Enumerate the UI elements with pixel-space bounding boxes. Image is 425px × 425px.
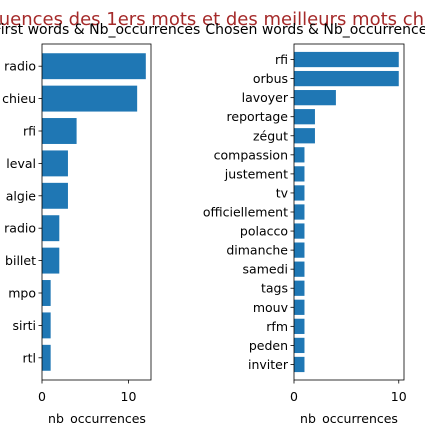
right-bar — [294, 318, 305, 334]
right-bar — [294, 185, 305, 201]
right-category-label: justement — [224, 166, 288, 181]
right-category-label: reportage — [227, 109, 289, 124]
right-bar — [294, 166, 305, 182]
right-x-tick-label: 0 — [290, 389, 298, 404]
right-bar — [294, 70, 399, 87]
figure-suptitle: Fréquences des 1ers mots et des meilleur… — [0, 9, 425, 30]
left-bar — [42, 280, 51, 306]
right-category-label: officiellement — [203, 205, 288, 220]
left-category-label: radio — [4, 221, 36, 236]
right-category-label: tags — [261, 281, 288, 296]
right-category-label: samedi — [243, 262, 288, 277]
right-category-label: dimanche — [226, 243, 288, 258]
left-category-label: rtl — [22, 350, 36, 365]
right-chart: Chosen words & Nb_occurrences rfi orbus la… — [203, 22, 425, 425]
left-category-label: rfi — [23, 124, 36, 139]
left-chart-xlabel: nb_occurrences — [48, 411, 146, 425]
left-chart-frame — [41, 43, 152, 381]
right-bar — [294, 280, 305, 296]
left-x-tick-label: 0 — [38, 389, 46, 404]
left-bar — [42, 344, 51, 371]
left-category-label: algie — [6, 188, 37, 203]
right-category-label: inviter — [248, 357, 289, 372]
left-bar — [42, 312, 51, 339]
right-chart-frame — [293, 43, 405, 381]
right-bar — [294, 299, 305, 315]
right-bar — [294, 147, 305, 163]
right-bar — [294, 223, 305, 239]
right-bar — [294, 356, 305, 373]
right-category-label: rfi — [275, 52, 288, 67]
left-bar — [42, 215, 60, 242]
right-category-label: lavoyer — [242, 90, 289, 105]
right-chart-bars — [294, 51, 399, 373]
right-bar — [294, 51, 399, 68]
left-bar — [42, 150, 68, 177]
left-category-label: billet — [5, 253, 36, 268]
left-category-label: sirti — [13, 318, 37, 333]
right-bar — [294, 261, 305, 277]
right-category-label: zégut — [253, 128, 288, 143]
right-bar — [294, 109, 315, 125]
right-chart-x-ticks: 0 10 — [290, 380, 407, 404]
left-category-label: chieu — [2, 91, 36, 106]
left-category-label: leval — [6, 156, 36, 171]
right-chart-xlabel: nb_occurrences — [300, 411, 398, 425]
left-chart: First words & Nb_occurrences radiochieur… — [0, 22, 200, 425]
right-category-label: rfm — [266, 319, 288, 334]
right-x-tick-label: 10 — [391, 389, 407, 404]
left-category-label: mpo — [8, 286, 36, 301]
right-category-label: mouv — [253, 300, 289, 315]
left-bar — [42, 85, 138, 112]
right-chart-title: Chosen words & Nb_occurrences — [205, 22, 425, 38]
left-chart-x-ticks: 0 10 — [38, 380, 137, 404]
right-bar — [294, 337, 305, 354]
right-chart-category-labels: rfi orbus lavoyer reportage zégut compassion j… — [203, 52, 294, 372]
right-category-label: compassion — [214, 147, 288, 162]
right-bar — [294, 90, 336, 106]
right-category-label: peden — [249, 338, 288, 353]
left-bar — [42, 53, 146, 80]
right-bar — [294, 128, 315, 144]
left-bar — [42, 247, 60, 274]
right-category-label: polacco — [240, 224, 288, 239]
right-category-label: orbus — [253, 71, 288, 86]
left-chart-category-labels: radio chieu rfi leval algie radio billet mpo sir… — [2, 59, 42, 365]
left-bar — [42, 118, 77, 144]
left-x-tick-label: 10 — [121, 389, 137, 404]
right-bar — [294, 242, 305, 258]
left-bar — [42, 182, 68, 209]
left-chart-bars — [42, 53, 146, 371]
left-category-label: radio — [4, 59, 36, 74]
right-category-label: tv — [276, 185, 289, 200]
left-chart-title: First words & Nb_occurrences — [0, 22, 200, 38]
right-bar — [294, 204, 305, 220]
